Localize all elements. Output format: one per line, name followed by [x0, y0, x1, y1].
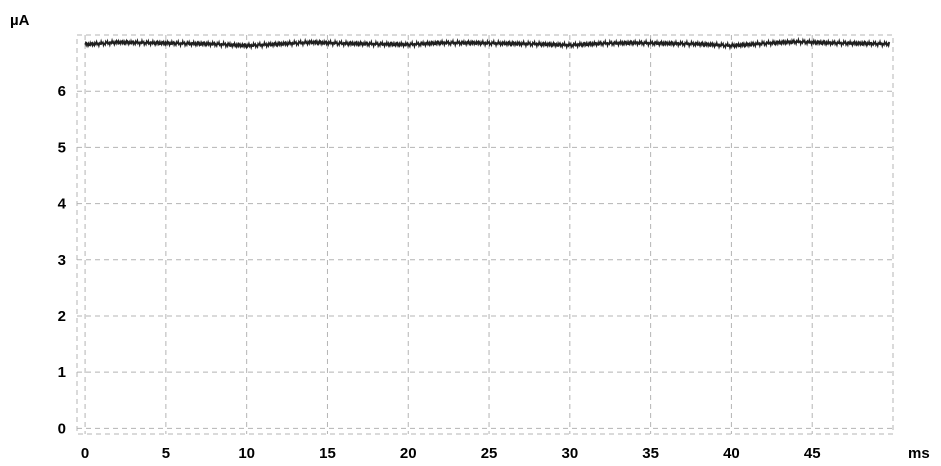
x-tick-label: 0	[81, 445, 89, 462]
y-axis-unit-label: µA	[10, 12, 30, 29]
y-tick-label: 6	[58, 83, 66, 100]
x-tick-label: 35	[642, 445, 659, 462]
y-tick-label: 0	[58, 420, 66, 437]
x-tick-label: 25	[481, 445, 498, 462]
y-tick-label: 1	[58, 364, 66, 381]
y-tick-label: 3	[58, 252, 66, 269]
x-tick-label: 5	[162, 445, 170, 462]
x-tick-label: 20	[400, 445, 417, 462]
x-tick-label: 45	[804, 445, 821, 462]
x-tick-label: 15	[319, 445, 336, 462]
y-tick-label: 5	[58, 139, 66, 156]
x-tick-label: 10	[238, 445, 255, 462]
grid	[77, 35, 893, 434]
x-axis-unit-label: ms	[908, 445, 930, 462]
current-trace-line	[84, 36, 891, 51]
y-tick-label: 2	[58, 308, 66, 325]
plot-area-frame	[76, 34, 894, 435]
y-tick-labels: 0 1 2 3 4 5 6	[58, 83, 67, 437]
y-tick-label: 4	[58, 196, 67, 213]
x-tick-labels: 0 5 10 15 20 25 30 35 40 45	[81, 445, 821, 462]
trace-layer	[84, 36, 891, 51]
x-tick-label: 40	[723, 445, 740, 462]
x-tick-label: 30	[561, 445, 578, 462]
